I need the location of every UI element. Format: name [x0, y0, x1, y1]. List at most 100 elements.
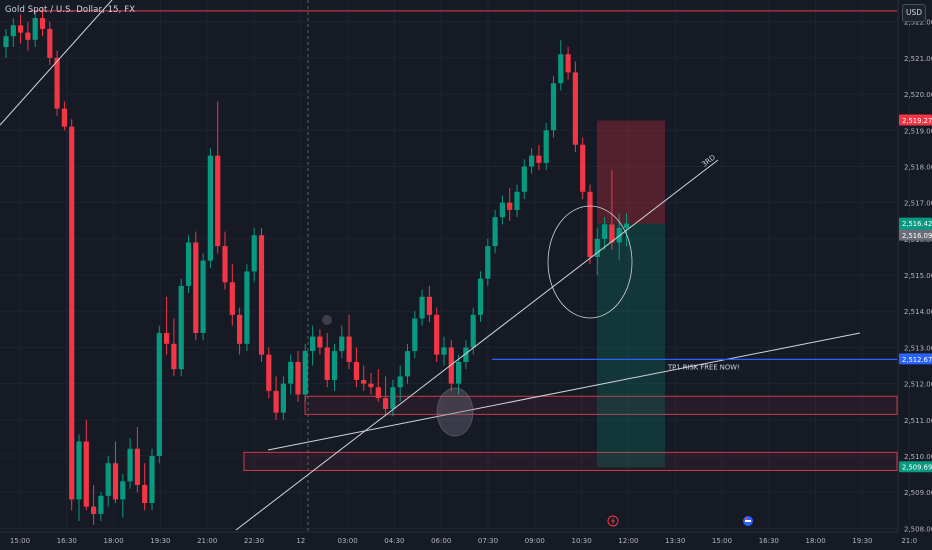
candle-body	[280, 383, 286, 413]
candle-body	[507, 202, 513, 210]
time-axis[interactable]: 15:00 16:30 18:00 19:30 21:00 22:30 12 03:00 04:…	[0, 515, 917, 545]
candle	[3, 28, 9, 58]
stop-loss-area	[597, 120, 665, 224]
candle	[434, 307, 440, 362]
candle-body	[404, 351, 411, 377]
price-label-badge[interactable]: 2,512.67	[899, 353, 932, 365]
candle-body	[339, 336, 345, 352]
candle-body	[244, 271, 250, 344]
price-label-text: 2,512.67	[902, 356, 932, 364]
candle-body	[353, 361, 359, 380]
candle	[83, 419, 89, 511]
candle-body	[529, 155, 535, 167]
candle	[105, 456, 111, 507]
candle-body	[266, 354, 272, 391]
candle	[543, 123, 549, 171]
candle-body	[61, 108, 67, 127]
price-tick-label: 2,515.00	[904, 272, 932, 280]
time-tick-label: 16:30	[759, 537, 779, 545]
candle-body	[200, 260, 206, 333]
candle	[127, 437, 133, 489]
candle	[185, 235, 192, 294]
time-tick-label: 18:00	[104, 537, 124, 545]
candle	[244, 264, 250, 352]
candle	[54, 50, 60, 116]
price-label-badge[interactable]: 2,516.09	[899, 229, 932, 241]
candle	[142, 463, 148, 511]
candle	[39, 7, 46, 37]
candle-body	[448, 347, 454, 384]
candle	[120, 474, 126, 518]
time-tick-label: 10:30	[572, 537, 592, 545]
flag-us-icon[interactable]	[743, 516, 753, 526]
candle	[375, 369, 381, 402]
candle	[76, 434, 82, 522]
candle-body	[485, 246, 491, 279]
candle-body	[10, 25, 16, 37]
candle-body	[164, 332, 170, 344]
candle-body	[383, 398, 389, 409]
candle-body	[463, 347, 469, 362]
candle	[134, 427, 140, 493]
candle-body	[368, 383, 374, 388]
candle	[412, 311, 418, 359]
candle-body	[91, 506, 97, 514]
candle	[383, 376, 389, 417]
candle	[98, 492, 104, 522]
candle-body	[492, 217, 498, 247]
highlight-circle-zone	[436, 387, 474, 437]
candle	[550, 76, 557, 138]
candle	[594, 228, 600, 276]
candle-body	[142, 484, 148, 504]
candle-body	[134, 448, 140, 485]
candle-body	[361, 380, 367, 384]
candle	[112, 441, 119, 504]
price-label-badge[interactable]: 2,519.27	[899, 114, 932, 126]
tp1-label: TP1 RISK FREE NOW!	[667, 363, 740, 371]
price-label-text: 2,516.09	[902, 232, 932, 240]
chart-title: Gold Spot / U.S. Dollar, 15, FX	[5, 5, 136, 15]
time-tick-label: 18:00	[806, 537, 826, 545]
candle	[587, 184, 593, 265]
candle-body	[83, 441, 89, 507]
lightning-icon[interactable]	[607, 515, 619, 527]
candle-body	[477, 278, 484, 315]
price-tick-label: 2,512.00	[904, 381, 932, 389]
candle	[499, 195, 505, 225]
time-tick-label: 21:00	[197, 537, 217, 545]
candle	[339, 325, 345, 359]
candle-body	[32, 18, 38, 40]
candle-body	[390, 387, 396, 409]
short-position-tool[interactable]	[597, 120, 665, 468]
candle	[368, 372, 374, 395]
price-label-badge[interactable]: 2,509.69	[899, 461, 932, 473]
take-profit-area	[597, 223, 665, 468]
candle	[602, 217, 608, 250]
price-tick-label: 2,517.00	[904, 200, 932, 208]
candle	[258, 228, 265, 362]
time-tick-label: 12	[296, 537, 305, 545]
time-tick-label: 12:00	[618, 537, 638, 545]
candle-body	[171, 343, 177, 370]
candle	[404, 343, 411, 384]
currency-button[interactable]: USD	[902, 4, 926, 22]
candle-body	[18, 25, 24, 33]
candle-body	[295, 361, 301, 395]
price-tick-label: 2,521.00	[904, 55, 932, 63]
time-tick-label: 22:30	[244, 537, 264, 545]
time-tick-label: 21:0	[901, 537, 917, 545]
candle	[215, 101, 221, 254]
price-axis[interactable]: 2,522.00 2,521.00 2,520.00 2,519.00 2,518.00…	[897, 0, 932, 533]
candle-body	[331, 351, 338, 380]
candle	[149, 448, 155, 511]
candle-body	[193, 242, 199, 333]
grid	[0, 0, 910, 532]
candle	[69, 119, 75, 511]
time-tick-label: 04:30	[384, 537, 404, 545]
candle	[565, 47, 571, 80]
candle	[536, 144, 542, 171]
candle-body	[69, 126, 75, 500]
